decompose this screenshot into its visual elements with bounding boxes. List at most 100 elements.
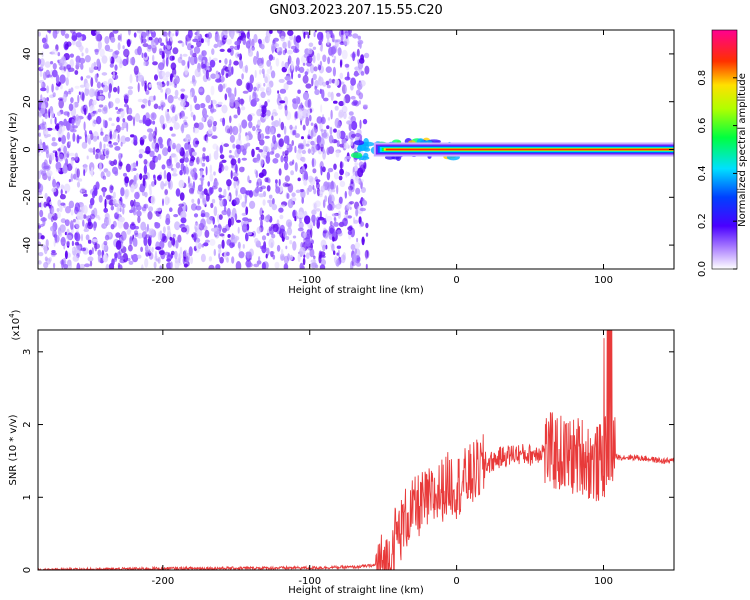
- spectrogram-noise-speckle: [294, 162, 298, 172]
- spectrogram-noise-speckle: [64, 219, 70, 227]
- spectrogram-noise-speckle: [157, 136, 163, 145]
- spectrogram-noise-speckle: [130, 199, 134, 207]
- spectrogram-noise-speckle: [165, 57, 169, 67]
- spectrogram-noise-speckle: [230, 234, 235, 240]
- spectrogram-noise-speckle: [53, 239, 56, 247]
- spectrogram-noise-speckle: [309, 108, 313, 113]
- spectrogram-noise-speckle: [165, 87, 172, 95]
- spectrogram-noise-speckle: [195, 158, 199, 163]
- spectrogram-noise-speckle: [52, 30, 58, 39]
- spectrogram-noise-speckle: [179, 158, 185, 164]
- spectrogram-noise-speckle: [364, 249, 370, 259]
- spectrogram-noise-speckle: [103, 207, 108, 213]
- spectrogram-noise-speckle: [261, 105, 267, 114]
- spectrogram-noise-speckle: [84, 107, 87, 116]
- spectrogram-noise-speckle: [39, 71, 43, 77]
- spectrogram-noise-speckle: [224, 34, 228, 39]
- spectrogram-noise-speckle: [201, 50, 207, 57]
- spectrogram-noise-speckle: [102, 84, 109, 93]
- spectrogram-noise-speckle: [181, 59, 186, 66]
- spectrogram-noise-speckle: [247, 30, 250, 35]
- spectrogram-noise-speckle: [344, 76, 351, 81]
- spectrogram-noise-speckle: [82, 219, 85, 227]
- spectrogram-noise-speckle: [102, 175, 107, 180]
- spectrogram-noise-speckle: [298, 211, 304, 219]
- spectrogram-noise-speckle: [40, 217, 47, 222]
- spectrogram-noise-speckle: [301, 149, 307, 155]
- spectrogram-noise-speckle: [280, 249, 284, 255]
- spectrogram-noise-speckle: [48, 152, 55, 161]
- spectrogram-noise-speckle: [260, 44, 265, 50]
- spectrogram-noise-speckle: [65, 158, 69, 167]
- spectrogram-noise-speckle: [154, 250, 158, 261]
- spectrogram-noise-speckle: [118, 160, 123, 170]
- spectrogram-noise-speckle: [260, 150, 265, 158]
- spectrogram-noise-speckle: [112, 166, 118, 175]
- spectrogram-noise-speckle: [237, 106, 241, 116]
- spectrogram-noise-speckle: [326, 38, 330, 46]
- spectrogram-noise-speckle: [226, 179, 232, 187]
- spectrogram-noise-speckle: [178, 179, 185, 188]
- spectrogram-noise-speckle: [84, 189, 87, 194]
- spectrogram-noise-speckle: [153, 174, 156, 179]
- spectrogram-noise-speckle: [283, 125, 287, 135]
- spectrogram-noise-speckle: [120, 141, 123, 147]
- spectrogram-noise-speckle: [256, 226, 262, 234]
- spectrogram-noise-speckle: [283, 230, 287, 238]
- spectrogram-noise-speckle: [130, 134, 135, 138]
- spectrogram-noise-speckle: [201, 116, 205, 122]
- spectrogram-noise-speckle: [218, 163, 225, 172]
- spectrogram-noise-speckle: [266, 83, 271, 92]
- spectrogram-noise-speckle: [49, 201, 52, 205]
- spectrogram-noise-speckle: [271, 233, 276, 239]
- spectrogram-noise-speckle: [189, 55, 196, 66]
- spectrogram-noise-speckle: [137, 82, 140, 93]
- spectrogram-noise-speckle: [204, 239, 210, 243]
- spectrogram-noise-speckle: [198, 54, 203, 61]
- spectrogram-noise-speckle: [336, 129, 341, 140]
- spectrogram-noise-speckle: [322, 199, 326, 209]
- spectrogram-noise-speckle: [259, 87, 265, 92]
- spectrogram-noise-speckle: [120, 153, 123, 158]
- spectrogram-noise-speckle: [104, 221, 107, 228]
- spectrogram-noise-speckle: [66, 131, 70, 140]
- spectrogram-noise-speckle: [344, 63, 350, 68]
- spectrogram-noise-speckle: [200, 253, 206, 263]
- spectrogram-noise-speckle: [65, 77, 69, 86]
- spectrogram-noise-speckle: [117, 42, 121, 51]
- spectrogram-noise-speckle: [280, 35, 286, 42]
- spectrogram-noise-speckle: [242, 244, 245, 249]
- spectrogram-noise-speckle: [356, 255, 360, 262]
- spectrogram-noise-speckle: [159, 143, 163, 149]
- spectrogram-noise-speckle: [173, 214, 179, 218]
- spectrogram-noise-speckle: [249, 94, 252, 103]
- spectrogram-noise-speckle: [283, 96, 289, 106]
- spectrogram-noise-speckle: [330, 109, 333, 120]
- spectrogram-noise-speckle: [225, 87, 232, 94]
- spectrogram-noise-speckle: [207, 181, 210, 187]
- spectrogram-noise-speckle: [342, 97, 346, 106]
- spectrogram-noise-speckle: [282, 49, 286, 56]
- spectrogram-noise-speckle: [332, 66, 336, 77]
- spectrogram-noise-speckle: [229, 125, 233, 135]
- spectrogram-noise-speckle: [244, 194, 248, 204]
- spectrogram-noise-speckle: [256, 181, 259, 188]
- spectrogram-noise-speckle: [108, 140, 112, 145]
- spectrogram-noise-speckle: [60, 56, 66, 65]
- spectrogram-noise-speckle: [269, 251, 275, 255]
- spectrogram-noise-speckle: [256, 108, 263, 117]
- spectrogram-noise-speckle: [38, 132, 41, 137]
- spectrogram-noise-speckle: [40, 223, 44, 228]
- spectrogram-noise-speckle: [197, 184, 203, 192]
- spectrogram-noise-speckle: [218, 187, 223, 193]
- spectrogram-noise-speckle: [282, 151, 285, 157]
- spectrogram-noise-speckle: [124, 137, 131, 142]
- spectrogram-noise-speckle: [303, 172, 309, 182]
- spectrogram-noise-speckle: [333, 250, 336, 255]
- spectrogram-noise-speckle: [109, 144, 114, 148]
- spectrogram-noise-speckle: [178, 203, 184, 207]
- spectrogram-noise-speckle: [188, 56, 191, 63]
- spectrogram-noise-speckle: [132, 116, 136, 127]
- spectrogram-noise-speckle: [52, 92, 56, 98]
- spectrogram-noise-speckle: [257, 38, 262, 44]
